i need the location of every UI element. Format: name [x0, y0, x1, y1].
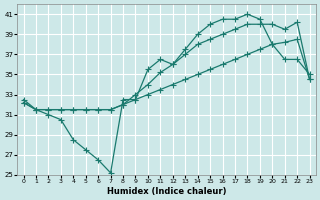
- X-axis label: Humidex (Indice chaleur): Humidex (Indice chaleur): [107, 187, 226, 196]
